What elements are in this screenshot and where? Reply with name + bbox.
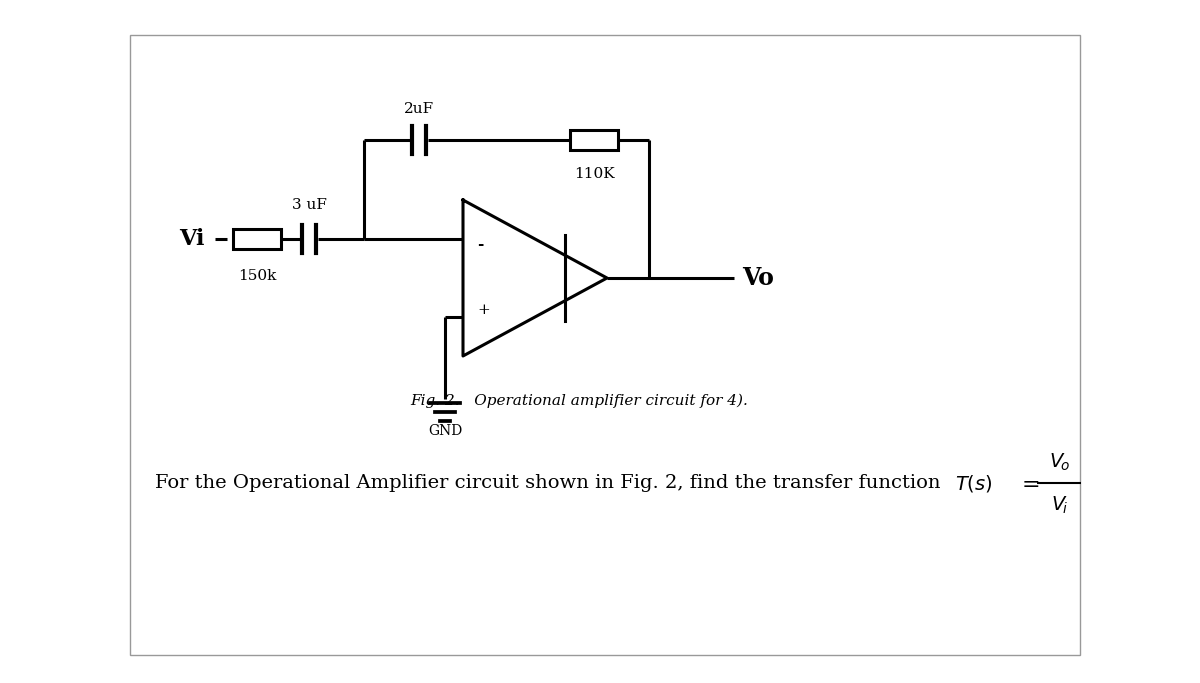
Bar <box>130 35 1080 655</box>
Text: $T(s)$: $T(s)$ <box>955 473 992 494</box>
Bar <box>233 229 281 249</box>
Text: For the Operational Amplifier circuit shown in Fig. 2, find the transfer functio: For the Operational Amplifier circuit sh… <box>155 474 947 492</box>
Text: Vi: Vi <box>180 228 205 250</box>
Text: $V_{\!o}$: $V_{\!o}$ <box>1049 451 1069 473</box>
Text: $V_{\!i}$: $V_{\!i}$ <box>1050 494 1068 516</box>
Text: Vo: Vo <box>742 266 774 290</box>
Text: 110K: 110K <box>574 167 614 181</box>
Text: -: - <box>476 238 484 252</box>
Text: GND: GND <box>428 424 462 438</box>
Text: Fig. 2.   Operational amplifier circuit for 4).: Fig. 2. Operational amplifier circuit fo… <box>410 394 748 408</box>
Text: 3 uF: 3 uF <box>292 198 326 212</box>
Bar <box>570 130 618 150</box>
Text: 2uF: 2uF <box>404 102 434 116</box>
Text: +: + <box>476 303 490 317</box>
Text: $=$: $=$ <box>1018 472 1039 494</box>
Text: 150k: 150k <box>238 269 276 283</box>
